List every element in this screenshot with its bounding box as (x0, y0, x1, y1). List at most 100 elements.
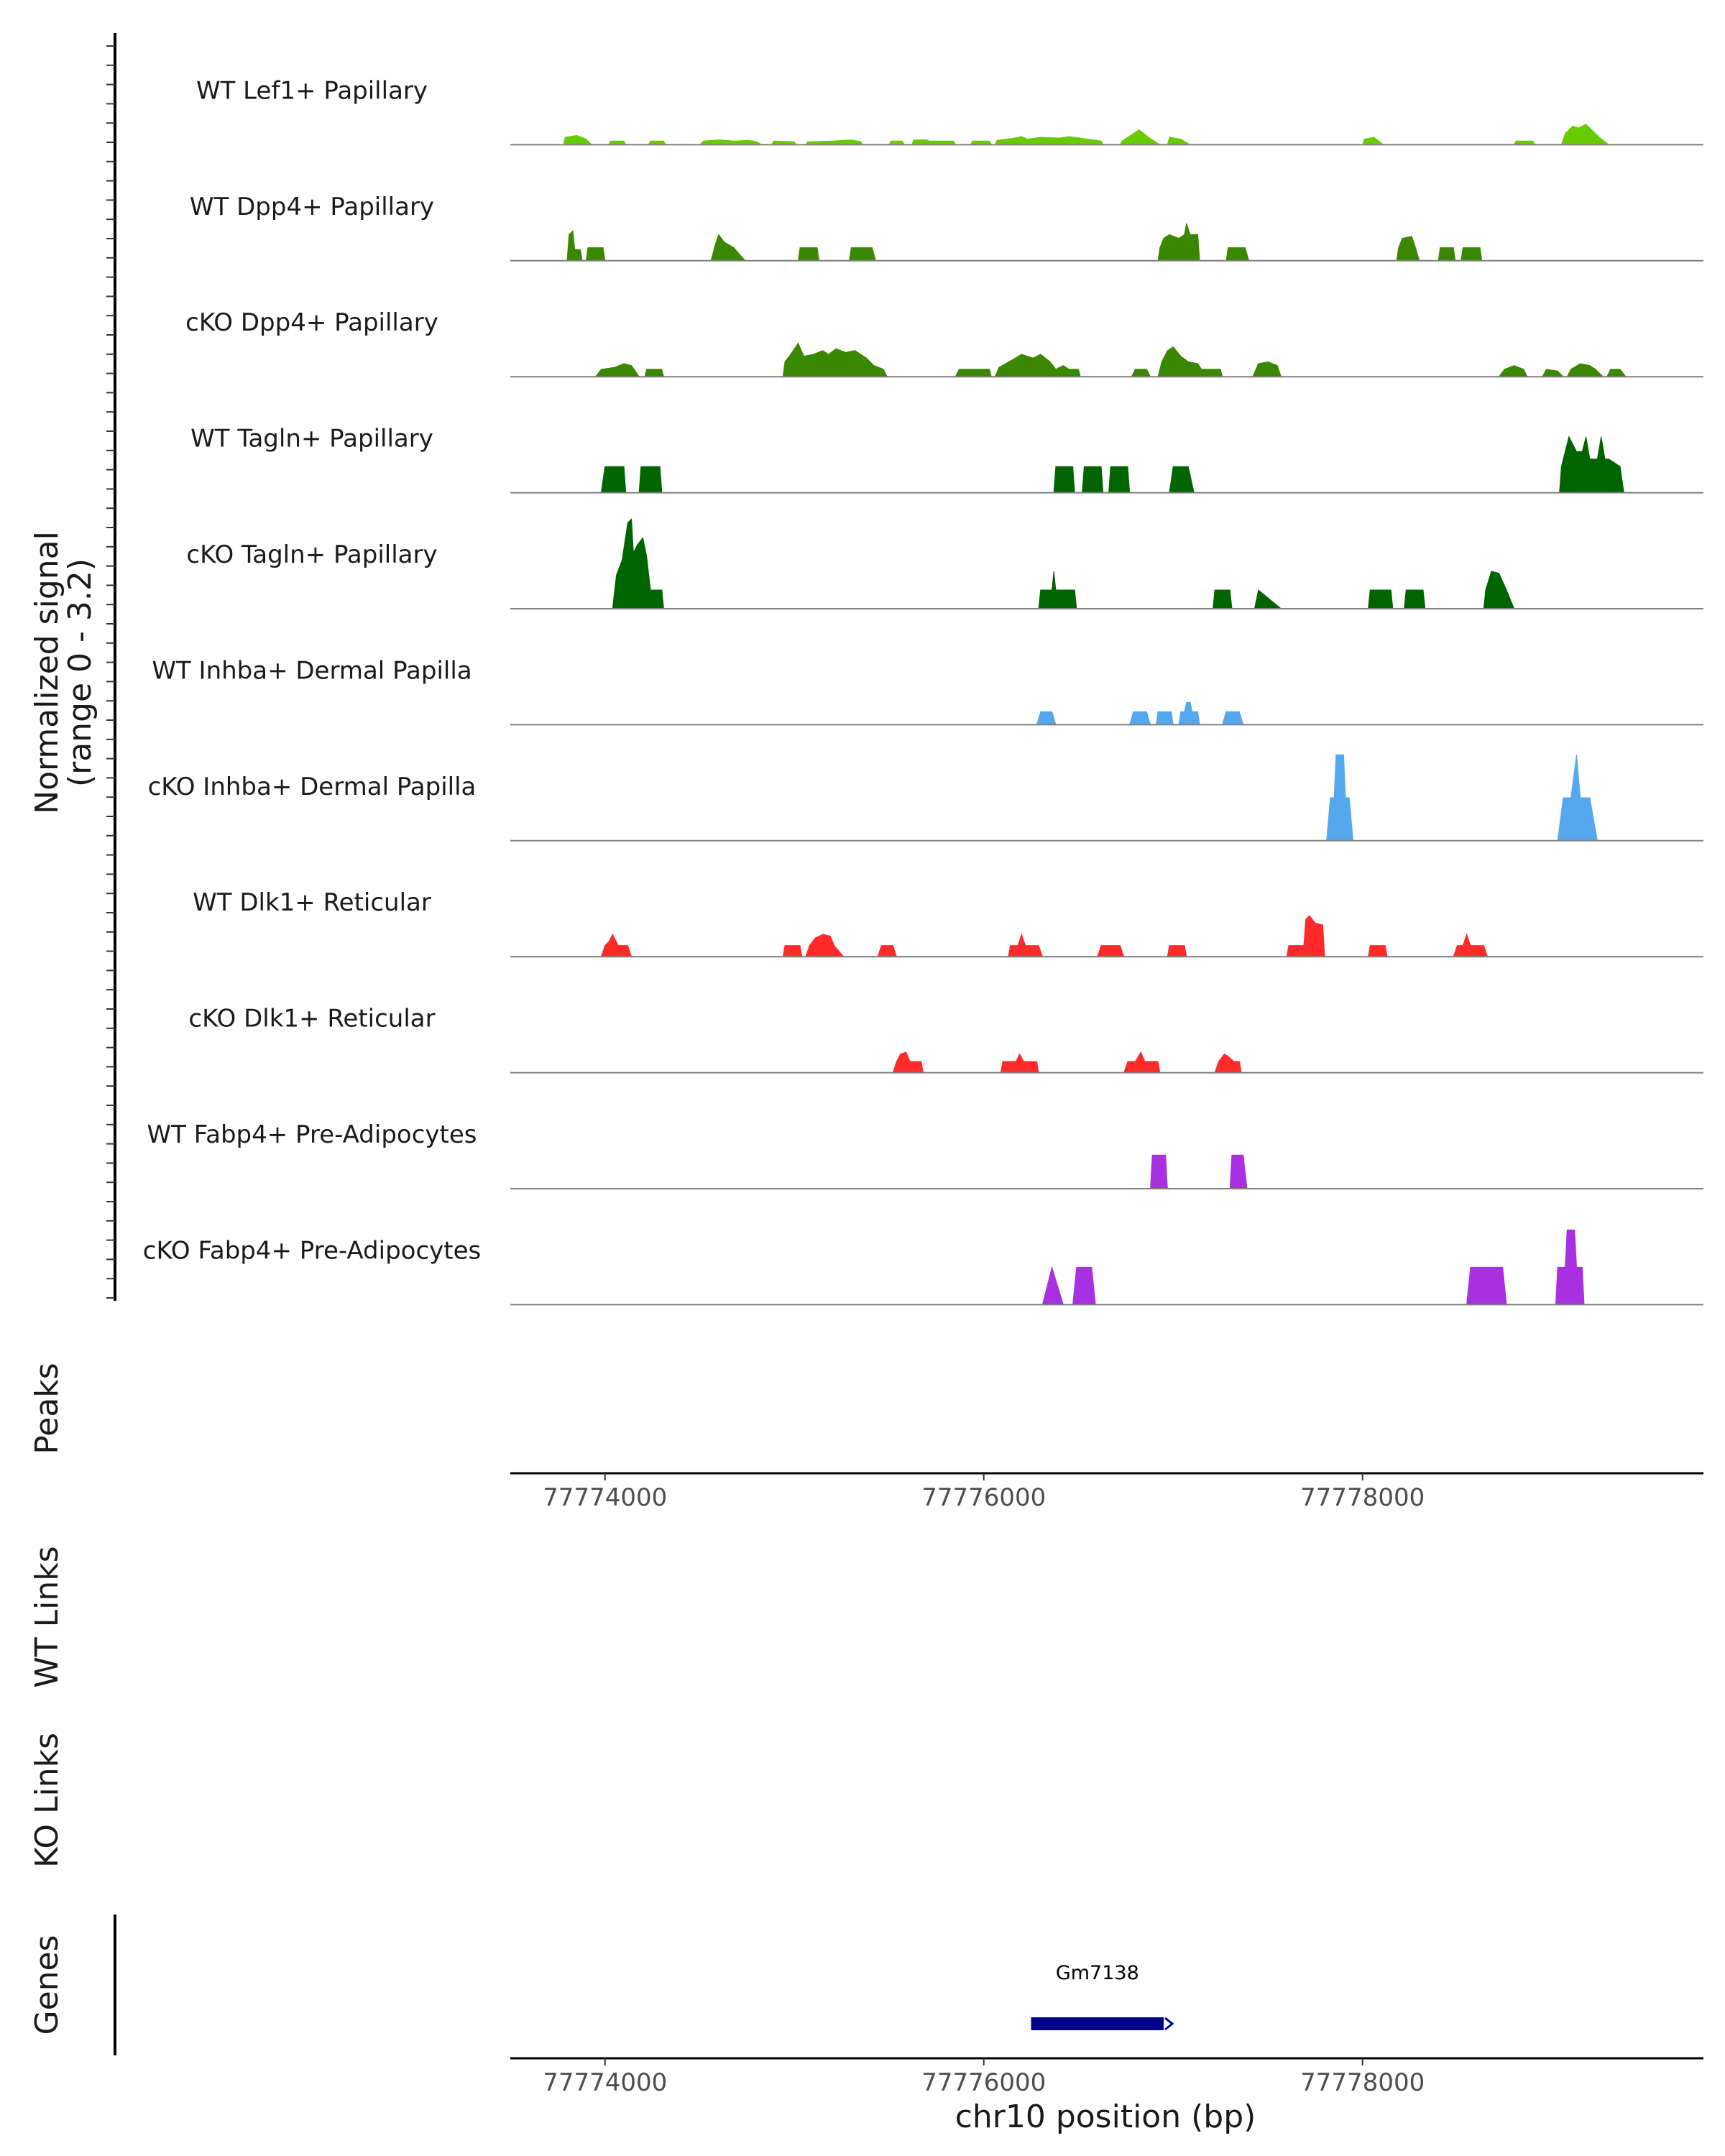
coverage-peak (699, 139, 763, 145)
coverage-peak (600, 933, 632, 957)
coverage-peak (612, 518, 664, 609)
genes-x-axis-ticks: 77774000 77776000 77778000 (543, 2058, 1425, 2097)
track-label: cKO Tagln+ Papillary (186, 540, 437, 569)
ko-links-panel-title: KO Links (29, 1733, 65, 1868)
coverage-peak (1396, 236, 1420, 262)
coverage-peak (782, 342, 888, 377)
genes-panel-title: Genes (29, 1935, 65, 2035)
track-label: WT Tagln+ Papillary (190, 425, 433, 453)
coverage-peak (1119, 129, 1162, 145)
coverage-peak (1053, 466, 1075, 494)
track-label: cKO Dlk1+ Reticular (188, 1005, 435, 1033)
coverage-peak (1178, 701, 1200, 725)
coverage-peak (1108, 466, 1131, 494)
coverage-peak (877, 945, 898, 957)
x-tick-label: 77776000 (921, 2068, 1046, 2097)
coverage-peak (1167, 945, 1187, 957)
track-7: WT Dlk1+ Reticular (193, 888, 1703, 958)
coverage-peak (782, 945, 803, 957)
gene-strand-arrow (1164, 2017, 1174, 2031)
coverage-peak (1606, 369, 1627, 377)
coverage-peak (1559, 436, 1624, 494)
coverage-peak (1150, 1154, 1168, 1189)
track-2: cKO Dpp4+ Papillary (185, 308, 1703, 378)
x-axis-title: chr10 position (bp) (955, 2099, 1256, 2135)
coverage-peak (1555, 1229, 1585, 1305)
coverage-peak (1252, 361, 1282, 377)
x-tick-label: 77778000 (1300, 2068, 1425, 2097)
track-label: WT Dpp4+ Papillary (190, 193, 434, 221)
coverage-peak (1167, 137, 1192, 145)
coverage-peak (585, 247, 606, 262)
coverage-peak (1498, 365, 1528, 377)
coverage-peak (1229, 1154, 1248, 1189)
coverage-peak (892, 1051, 924, 1074)
coverage-tracks: WT Lef1+ Papillary WT Dpp4+ Papillary cKO … (143, 76, 1703, 1306)
coverage-peak (710, 234, 746, 262)
coverage-peak (994, 136, 1104, 145)
coverage-peak (1466, 1266, 1507, 1305)
y-axis-range: (range 0 - 3.2) (62, 558, 98, 787)
coverage-peak (1566, 363, 1604, 377)
y-axis-title: Normalized signal (29, 531, 65, 814)
track-6: cKO Inhba+ Dermal Papilla (148, 754, 1703, 842)
coverage-peak (1560, 124, 1610, 145)
coverage-peak (1326, 754, 1354, 842)
coverage-peak (1155, 711, 1174, 725)
coverage-peak (1460, 247, 1483, 262)
coverage-peak (911, 139, 957, 145)
x-tick-label: 77774000 (543, 2068, 667, 2097)
x-tick-label: 77776000 (921, 1483, 1046, 1512)
coverage-peak (1254, 589, 1282, 609)
gene-annotations: Gm7138 (1031, 1962, 1174, 2031)
coverage-peak (563, 134, 593, 145)
x-tick-label: 77774000 (543, 1483, 667, 1512)
coverage-peak (1225, 247, 1250, 262)
coverage-peak (594, 363, 640, 377)
coverage-peak (1286, 915, 1325, 957)
coverage-peak (797, 247, 820, 262)
x-tick-label: 77778000 (1300, 1483, 1425, 1512)
coverage-peak (566, 230, 583, 262)
coverage-peak (1082, 466, 1104, 494)
track-1: WT Dpp4+ Papillary (190, 193, 1703, 262)
coverage-peak (1214, 1053, 1242, 1074)
signal-axis (106, 33, 116, 1301)
track-label: WT Lef1+ Papillary (196, 76, 428, 105)
coverage-peak (1036, 711, 1057, 725)
track-label: WT Fabp4+ Pre-Adipocytes (147, 1120, 477, 1149)
coverage-peak (1483, 571, 1515, 609)
coverage-peak (1362, 137, 1385, 145)
coverage-peak (644, 369, 665, 377)
coverage-peak (1123, 1051, 1161, 1074)
coverage-peak (1157, 223, 1200, 262)
track-label: WT Dlk1+ Reticular (193, 888, 431, 917)
coverage-peak (849, 247, 877, 262)
track-3: WT Tagln+ Papillary (190, 425, 1703, 494)
coverage-peak (1157, 346, 1223, 377)
coverage-peak (805, 934, 845, 957)
gene-label: Gm7138 (1056, 1962, 1139, 1984)
coverage-peak (1368, 589, 1394, 609)
coverage-peak (1542, 369, 1565, 377)
coverage-peak (1072, 1266, 1096, 1305)
track-label: cKO Dpp4+ Papillary (185, 308, 438, 337)
wt-links-panel-title: WT Links (29, 1546, 65, 1687)
coverage-peak (1041, 1266, 1064, 1305)
coverage-peak (1128, 711, 1151, 725)
coverage-peak (600, 466, 627, 494)
coverage-peak (1038, 571, 1077, 609)
coverage-peak (994, 354, 1081, 377)
track-5: WT Inhba+ Dermal Papilla (152, 656, 1703, 726)
coverage-peak (1453, 933, 1489, 957)
track-8: cKO Dlk1+ Reticular (188, 1005, 1703, 1074)
coverage-peak (1404, 589, 1426, 609)
coverage-peak (1097, 945, 1125, 957)
track-label: cKO Fabp4+ Pre-Adipocytes (143, 1236, 482, 1265)
coverage-peak (954, 369, 992, 377)
peaks-panel-title: Peaks (29, 1363, 65, 1454)
coverage-peak (1438, 247, 1456, 262)
coverage-peak (1557, 755, 1598, 842)
track-10: cKO Fabp4+ Pre-Adipocytes (143, 1229, 1703, 1306)
